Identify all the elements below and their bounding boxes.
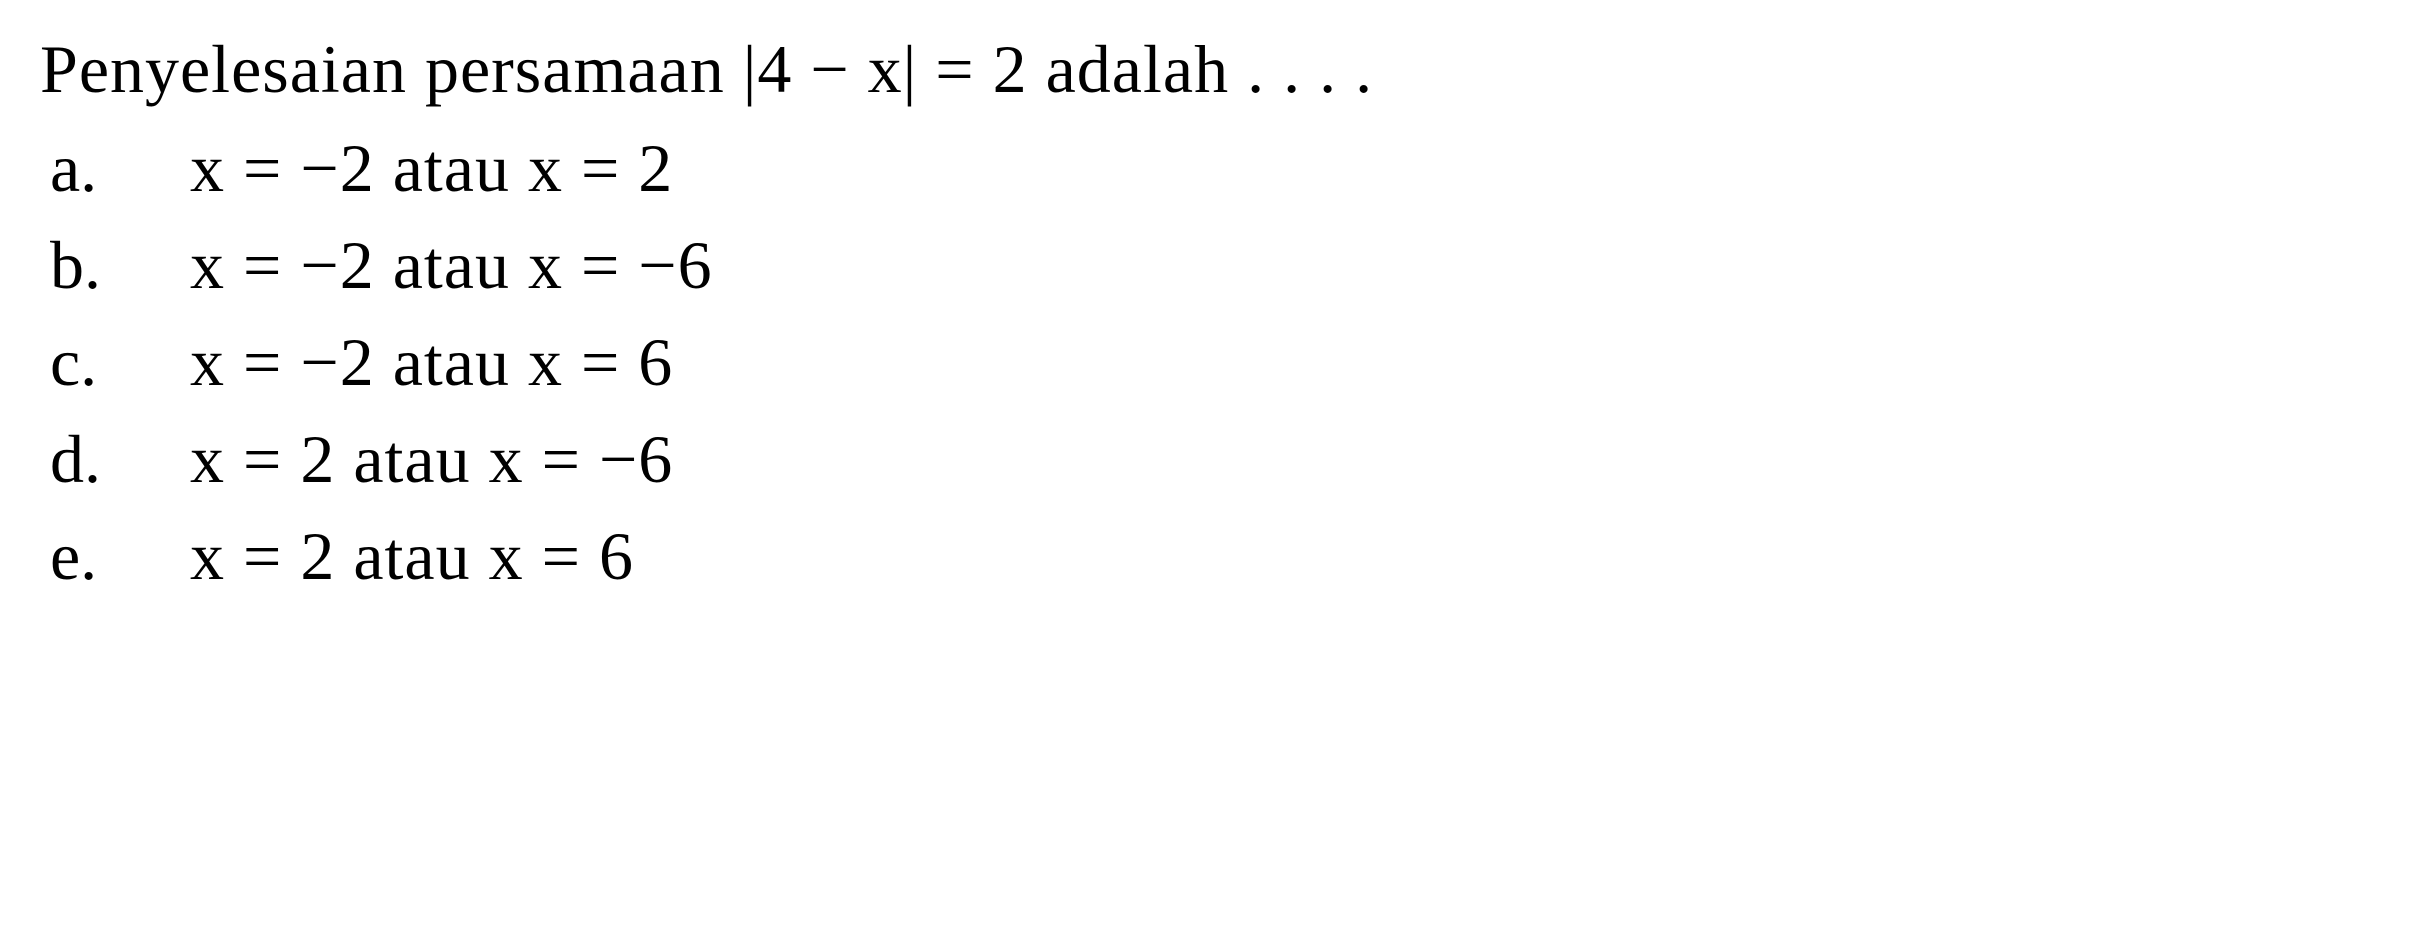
option-letter-a: a. [50, 129, 190, 208]
option-letter-c: c. [50, 323, 190, 402]
option-content-b: x = −2 atau x = −6 [190, 226, 713, 305]
option-a: a. x = −2 atau x = 2 [50, 129, 2388, 208]
option-c: c. x = −2 atau x = 6 [50, 323, 2388, 402]
option-letter-b: b. [50, 226, 190, 305]
options-list: a. x = −2 atau x = 2 b. x = −2 atau x = … [40, 129, 2388, 596]
option-letter-d: d. [50, 420, 190, 499]
option-content-d: x = 2 atau x = −6 [190, 420, 673, 499]
option-content-c: x = −2 atau x = 6 [190, 323, 673, 402]
question-text: Penyelesaian persamaan |4 − x| = 2 adala… [40, 30, 2388, 109]
option-content-e: x = 2 atau x = 6 [190, 517, 634, 596]
option-letter-e: e. [50, 517, 190, 596]
option-content-a: x = −2 atau x = 2 [190, 129, 673, 208]
option-b: b. x = −2 atau x = −6 [50, 226, 2388, 305]
option-d: d. x = 2 atau x = −6 [50, 420, 2388, 499]
option-e: e. x = 2 atau x = 6 [50, 517, 2388, 596]
